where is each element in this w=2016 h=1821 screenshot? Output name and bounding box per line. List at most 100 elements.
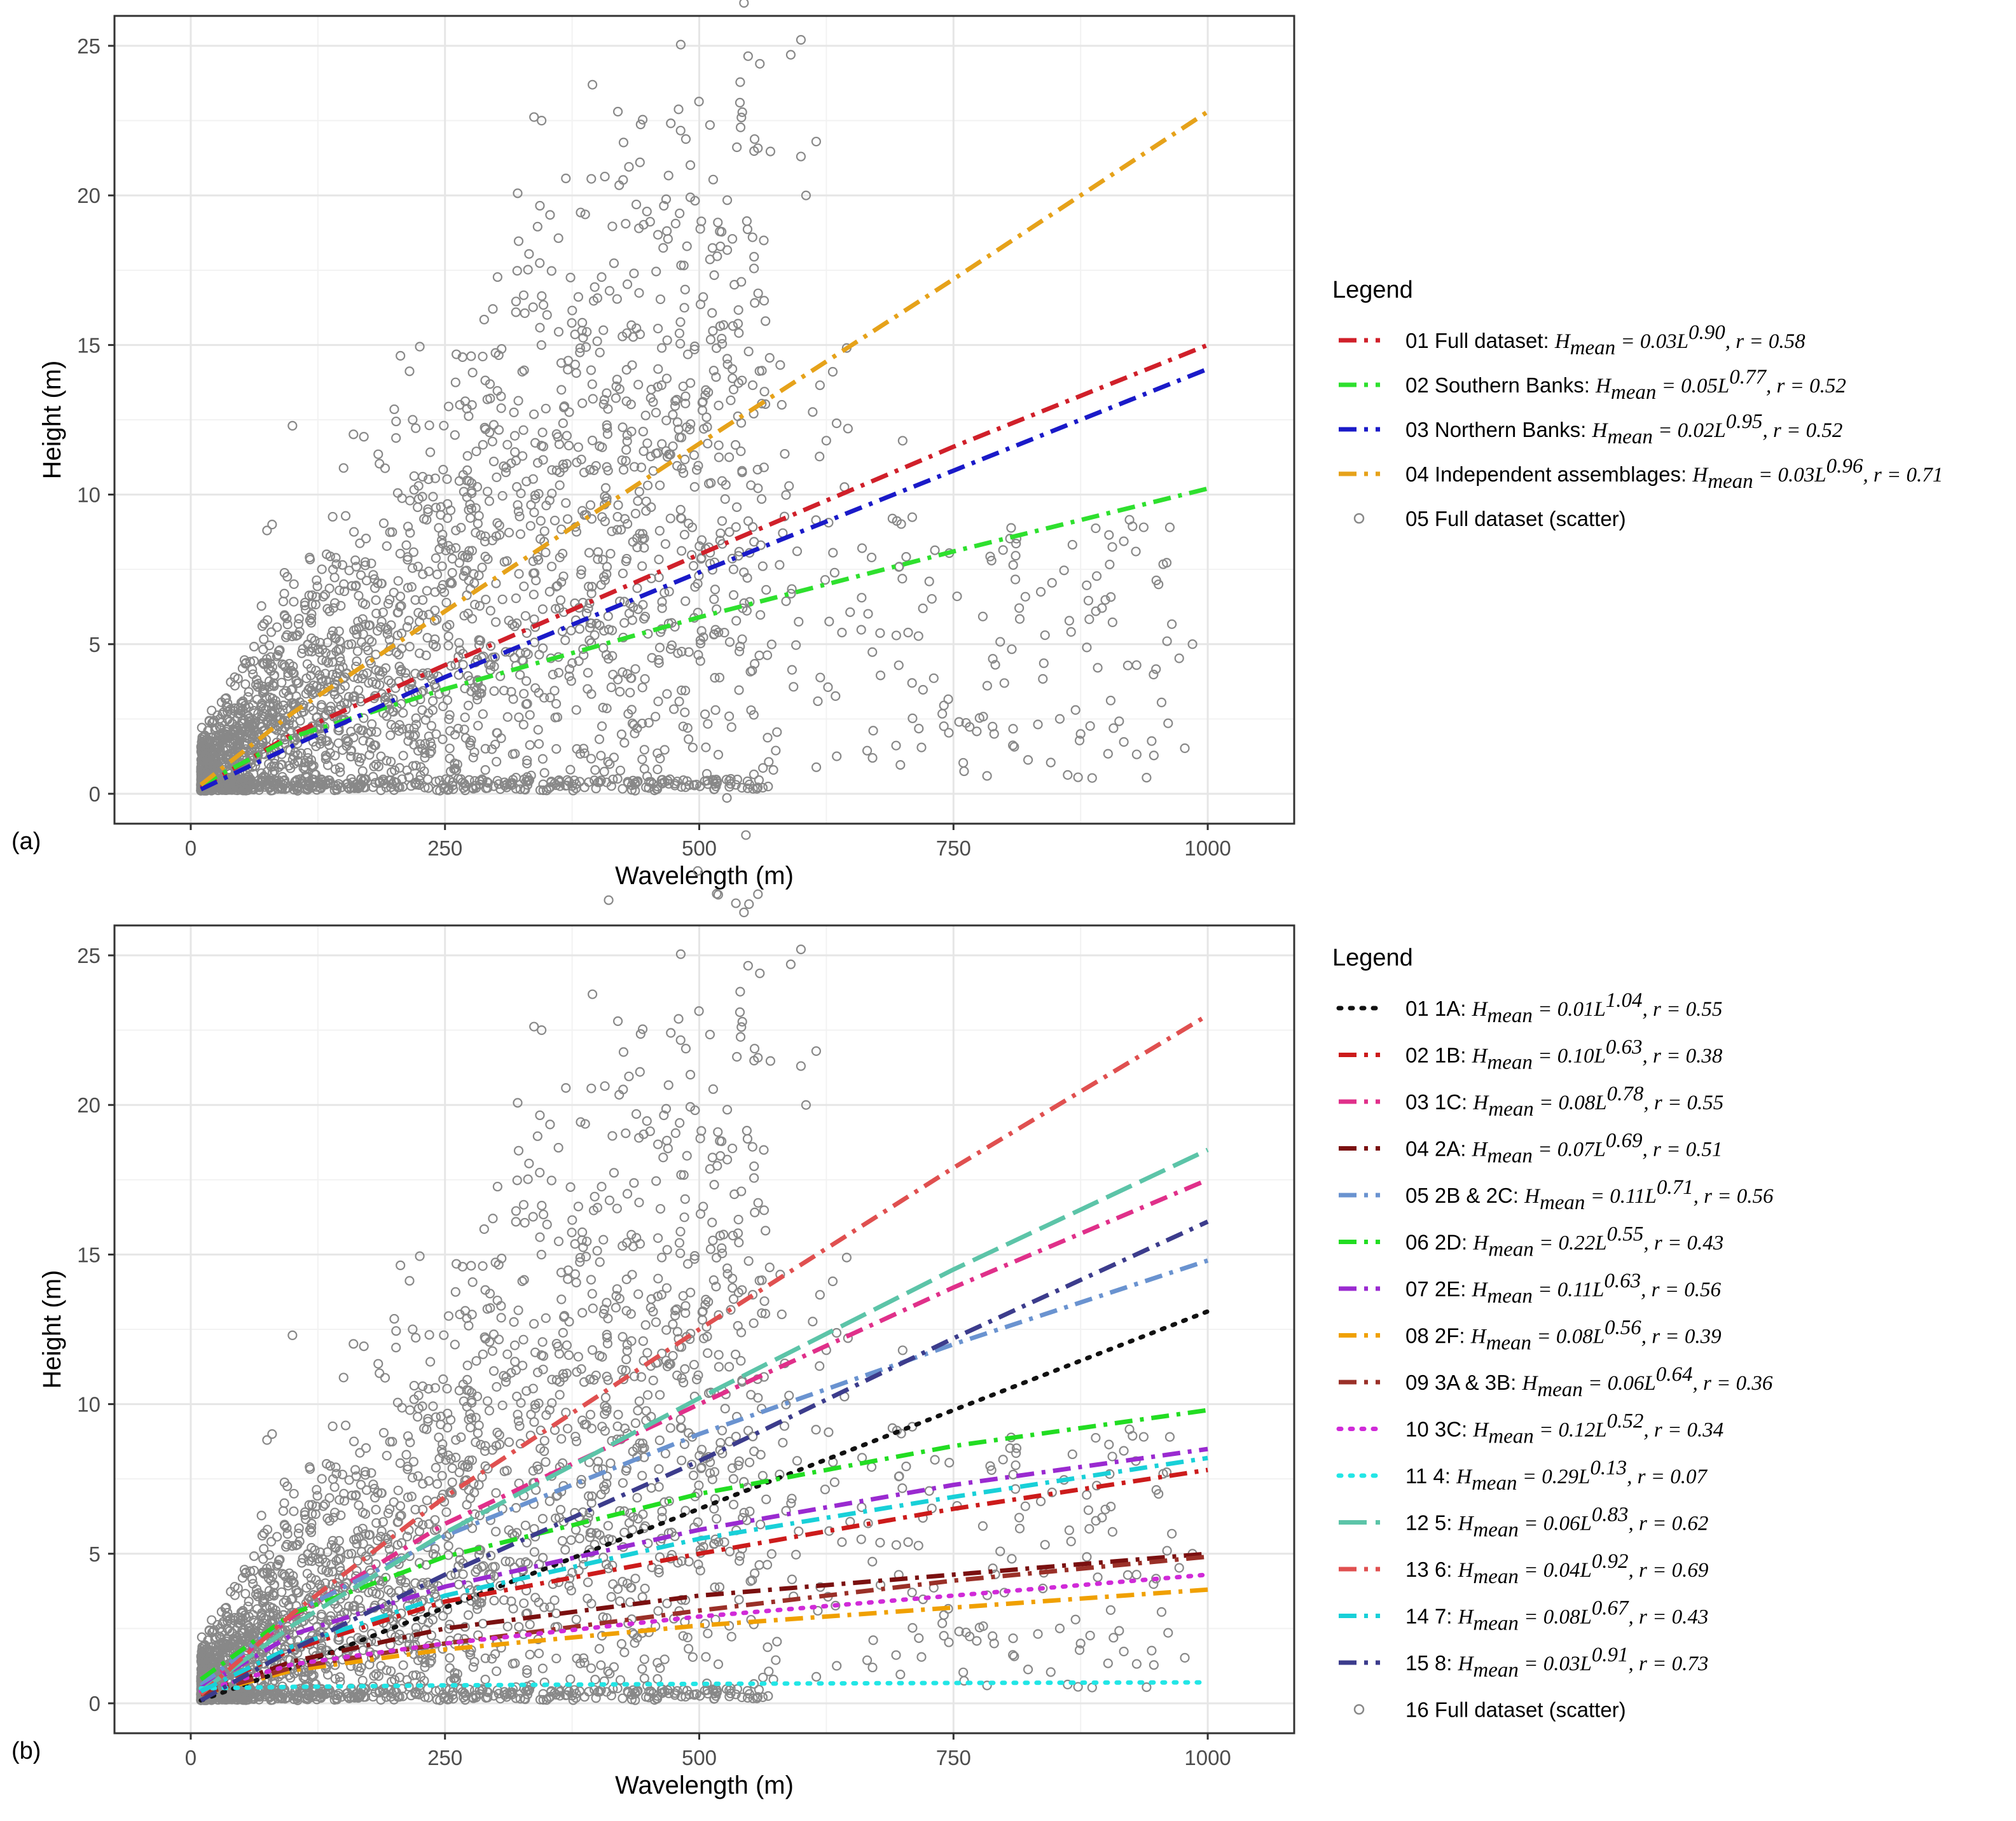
scatter-point <box>726 722 736 732</box>
scatter-point <box>385 635 395 645</box>
scatter-point <box>535 200 545 211</box>
scatter-point <box>335 663 345 674</box>
scatter-point <box>590 282 600 292</box>
scatter-point <box>570 359 581 370</box>
scatter-point <box>425 737 436 747</box>
scatter-point <box>478 1349 488 1359</box>
scatter-point <box>509 1340 520 1350</box>
scatter-point <box>337 1469 348 1479</box>
scatter-point <box>385 756 396 767</box>
scatter-point <box>288 698 298 709</box>
scatter-point <box>576 207 586 218</box>
scatter-point <box>656 343 667 353</box>
scatter-point <box>654 642 665 653</box>
scatter-point <box>477 562 487 572</box>
scatter-point <box>602 1406 612 1416</box>
scatter-point <box>612 773 623 784</box>
scatter-point <box>265 782 275 792</box>
scatter-point <box>590 1191 600 1201</box>
scatter-point <box>977 611 988 621</box>
legend-eq-h: H <box>1592 419 1609 442</box>
scatter-point <box>621 456 631 466</box>
scatter-point <box>1047 578 1057 588</box>
scatter-point <box>249 718 259 729</box>
scatter-point <box>279 1498 289 1508</box>
scatter-point <box>389 404 399 415</box>
scatter-point <box>514 1421 525 1431</box>
scatter-point <box>282 613 292 623</box>
scatter-point <box>330 1673 340 1684</box>
scatter-point <box>661 373 672 384</box>
scatter-point <box>411 1333 421 1343</box>
scatter-point <box>450 430 460 440</box>
scatter-point <box>401 540 411 550</box>
scatter-point <box>430 587 440 597</box>
scatter-point <box>467 368 478 378</box>
scatter-point <box>426 741 437 751</box>
scatter-point <box>514 1622 524 1632</box>
scatter-point <box>875 670 886 681</box>
scatter-point <box>560 635 570 646</box>
scatter-point <box>696 535 707 545</box>
scatter-point <box>529 112 539 122</box>
scatter-point <box>866 552 877 563</box>
scatter-point <box>357 614 368 624</box>
scatter-point <box>713 1659 724 1670</box>
scatter-point <box>450 730 460 740</box>
scatter-point <box>895 759 906 770</box>
scatter-point <box>686 1459 697 1470</box>
scatter-point <box>266 709 277 719</box>
scatter-point <box>670 1305 680 1315</box>
scatter-point <box>630 786 640 796</box>
scatter-point <box>534 1648 544 1659</box>
scatter-point <box>467 1455 477 1465</box>
scatter-point <box>724 1546 735 1556</box>
scatter-point <box>530 494 541 504</box>
scatter-point <box>563 440 574 451</box>
scatter-point <box>675 1118 685 1128</box>
scatter-point <box>420 752 430 763</box>
scatter-point <box>954 717 964 727</box>
scatter-point <box>717 1136 727 1146</box>
scatter-point <box>908 713 918 723</box>
scatter-point <box>553 233 563 244</box>
scatter-point <box>466 735 476 745</box>
scatter-point <box>416 1580 427 1590</box>
scatter-point <box>361 1551 371 1561</box>
scatter-point <box>447 1477 457 1488</box>
scatter-point <box>757 1308 767 1319</box>
scatter-point <box>303 646 314 656</box>
legend-eq-r: 0.52 <box>1806 419 1843 442</box>
scatter-point <box>707 308 717 318</box>
scatter-point <box>443 499 453 509</box>
scatter-point <box>317 564 327 574</box>
scatter-point <box>289 1488 299 1499</box>
scatter-point <box>470 599 480 610</box>
scatter-point <box>618 1577 628 1587</box>
scatter-point <box>447 567 457 578</box>
scatter-point <box>753 143 763 153</box>
scatter-point <box>488 1366 499 1376</box>
scatter-point <box>653 364 663 374</box>
scatter-point <box>655 1663 665 1673</box>
scatter-point <box>281 1595 291 1605</box>
scatter-point <box>613 1409 623 1420</box>
scatter-point <box>494 520 504 530</box>
scatter-point <box>634 223 644 233</box>
scatter-point <box>516 488 526 499</box>
scatter-point <box>639 614 649 624</box>
scatter-point <box>463 671 473 681</box>
scatter-point <box>821 436 831 446</box>
scatter-point <box>998 545 1008 555</box>
scatter-point <box>482 1396 493 1406</box>
scatter-point <box>358 725 368 735</box>
scatter-point <box>366 558 376 569</box>
scatter-point <box>558 459 569 469</box>
scatter-point <box>519 365 529 375</box>
scatter-point <box>307 762 317 772</box>
scatter-point <box>528 302 538 312</box>
scatter-point <box>328 1421 338 1432</box>
scatter-point <box>566 1535 576 1545</box>
legend-eq-r: 0.58 <box>1769 330 1805 353</box>
scatter-point <box>913 631 923 641</box>
